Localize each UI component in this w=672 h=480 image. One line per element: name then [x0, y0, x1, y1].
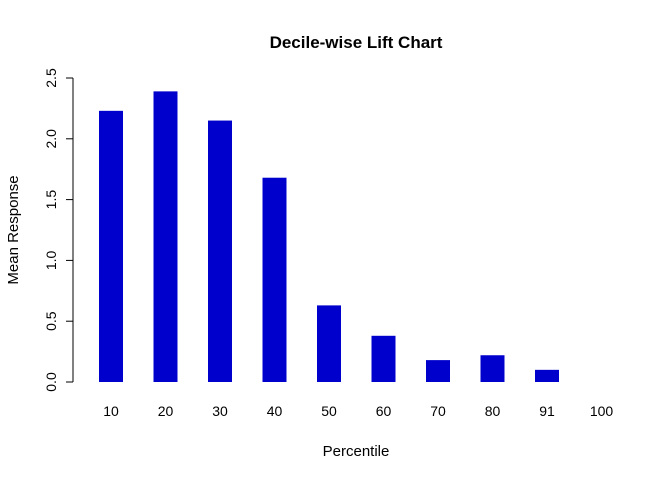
y-axis: 0.0 0.5 1.0 1.5 2.0 2.5	[43, 68, 74, 392]
bar-80	[480, 355, 505, 382]
x-tick-labels: 10 20 30 40 50 60 70 80 91 100	[103, 403, 613, 419]
bars	[99, 91, 559, 382]
bar-91	[535, 369, 559, 382]
x-tick-label: 40	[267, 403, 283, 419]
x-tick-label: 20	[158, 403, 174, 419]
x-tick-label: 60	[376, 403, 392, 419]
x-tick-label: 50	[321, 403, 337, 419]
bar-60	[371, 335, 396, 382]
y-tick-label: 1.5	[43, 190, 59, 210]
x-tick-label: 100	[590, 403, 614, 419]
y-tick-label: 0.5	[43, 311, 59, 331]
bar-70	[426, 360, 450, 382]
bar-10	[99, 110, 123, 382]
x-tick-label: 80	[485, 403, 501, 419]
y-tick-label: 2.5	[43, 68, 59, 88]
y-tick-label: 2.0	[43, 129, 59, 149]
x-tick-label: 91	[539, 403, 555, 419]
x-tick-label: 70	[430, 403, 446, 419]
x-tick-label: 10	[103, 403, 119, 419]
bar-50	[317, 305, 341, 382]
chart-title: Decile-wise Lift Chart	[270, 33, 443, 52]
x-tick-label: 30	[212, 403, 228, 419]
x-axis-label: Percentile	[323, 443, 390, 460]
bar-20	[153, 91, 178, 382]
y-axis-label: Mean Response	[5, 175, 22, 284]
bar-40	[262, 177, 287, 382]
y-tick-label: 0.0	[43, 372, 59, 392]
y-tick-label: 1.0	[43, 250, 59, 270]
bar-30	[208, 120, 232, 382]
